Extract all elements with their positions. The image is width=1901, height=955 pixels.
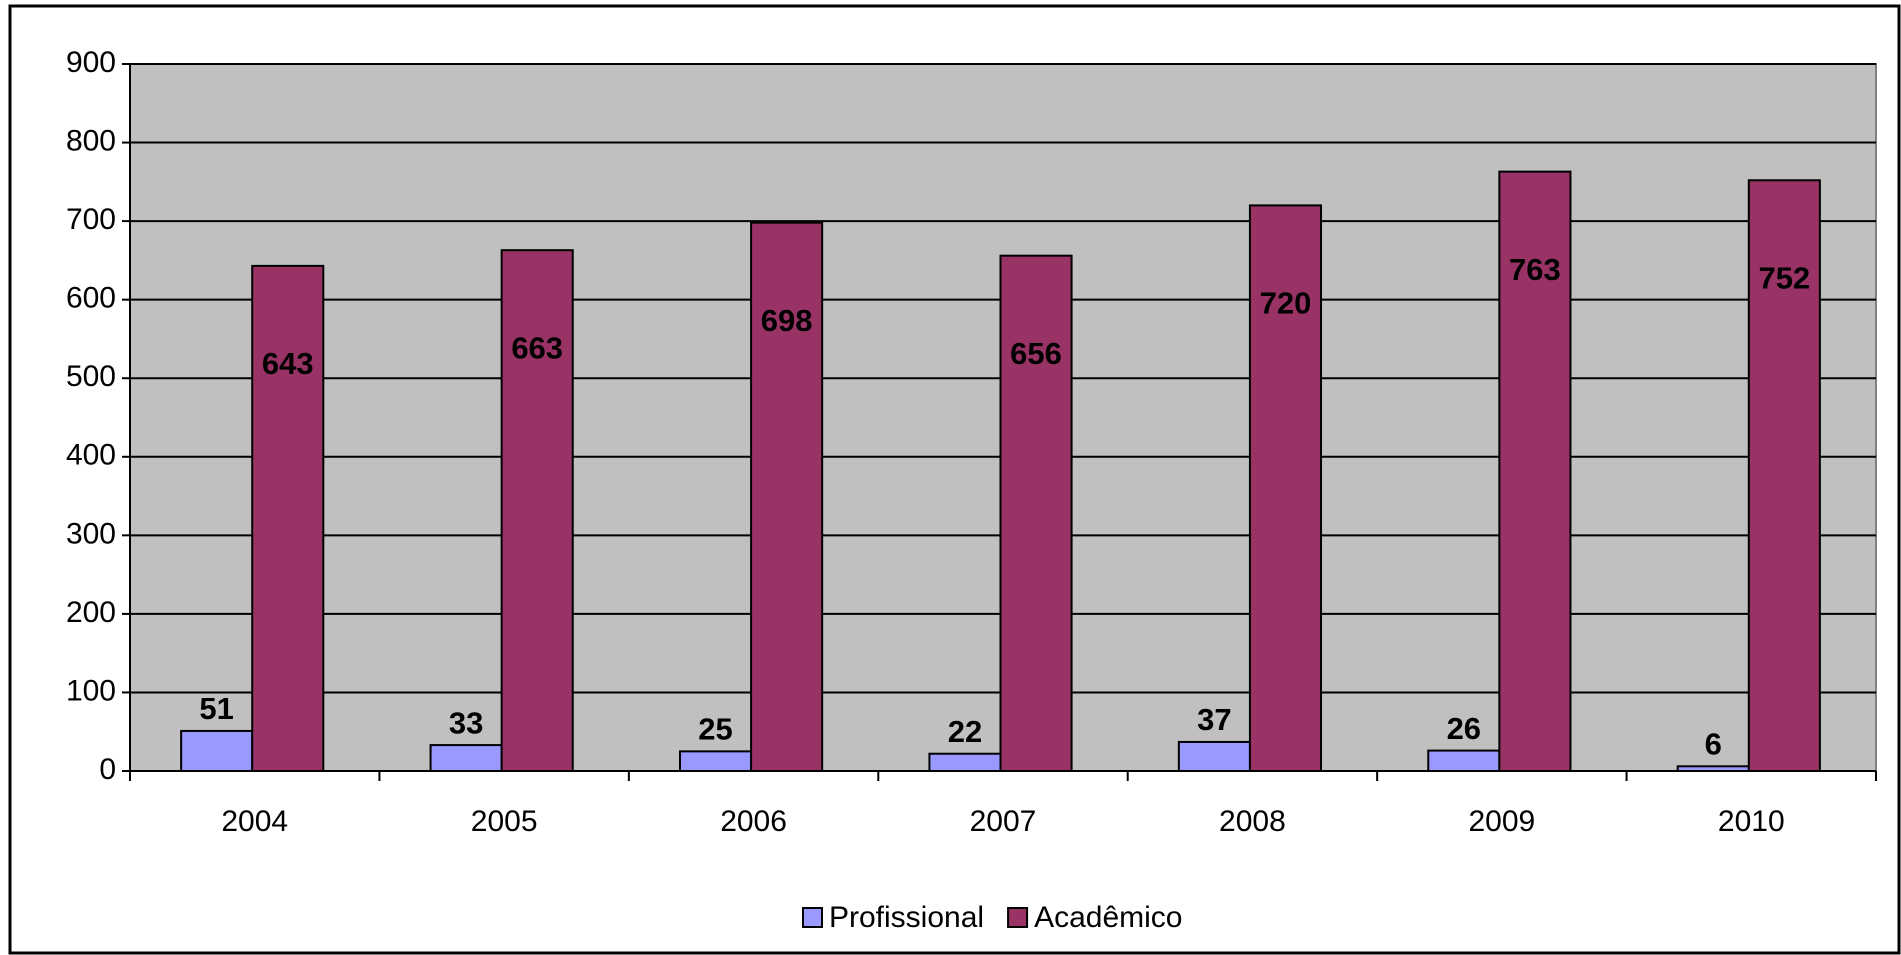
x-tick-label: 2008: [1219, 805, 1286, 838]
value-label: 752: [1758, 260, 1810, 295]
bar: [1747, 179, 1821, 773]
bar: [1177, 740, 1251, 773]
bar: [999, 254, 1073, 773]
value-label: 6: [1705, 726, 1722, 761]
bar: [1427, 749, 1501, 773]
value-label: 643: [262, 346, 314, 381]
x-tick-label: 2009: [1468, 805, 1535, 838]
value-label: 720: [1260, 286, 1312, 321]
value-label: 51: [199, 691, 233, 726]
y-tick-label: 900: [66, 46, 116, 79]
bar: [928, 752, 1002, 772]
value-label: 698: [761, 303, 813, 338]
bar: [251, 264, 325, 772]
value-label: 22: [948, 714, 982, 749]
x-tick-label: 2010: [1718, 805, 1785, 838]
bar: [750, 221, 824, 772]
x-tick-label: 2004: [221, 805, 288, 838]
value-label: 763: [1509, 252, 1561, 287]
bar: [180, 729, 254, 772]
value-label: 33: [449, 705, 483, 740]
value-label: 656: [1010, 336, 1062, 371]
y-tick-label: 500: [66, 360, 116, 393]
value-label: 25: [698, 712, 732, 747]
y-tick-label: 0: [99, 753, 116, 786]
y-tick-label: 700: [66, 203, 116, 236]
legend-swatch: [1007, 907, 1029, 928]
y-tick-label: 300: [66, 517, 116, 550]
x-tick-label: 2006: [720, 805, 787, 838]
bar: [429, 744, 503, 772]
value-label: 663: [511, 330, 563, 365]
y-tick-label: 200: [66, 596, 116, 629]
x-tick-label: 2007: [970, 805, 1037, 838]
value-label: 26: [1447, 711, 1481, 746]
y-tick-label: 100: [66, 674, 116, 707]
x-tick-label: 2005: [471, 805, 538, 838]
bar: [1498, 170, 1572, 773]
bar: [678, 750, 753, 772]
y-tick-label: 800: [66, 124, 116, 157]
legend-label: Profissional: [829, 901, 984, 934]
legend-label: Acadêmico: [1034, 901, 1182, 934]
y-tick-label: 400: [66, 439, 116, 472]
legend-swatch: [802, 907, 823, 928]
value-label: 37: [1197, 702, 1231, 737]
y-tick-label: 600: [66, 282, 116, 315]
bar: [500, 249, 574, 772]
